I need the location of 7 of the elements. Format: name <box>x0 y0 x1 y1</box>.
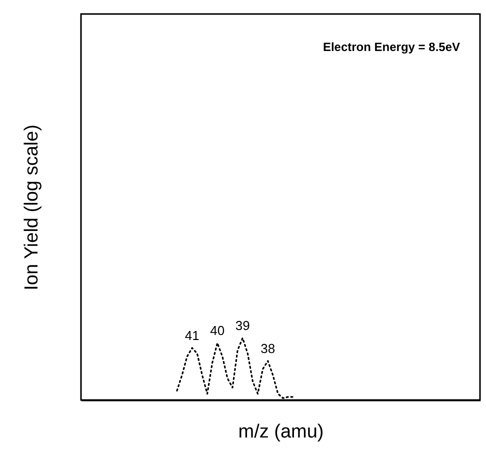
annotation: 40 <box>210 322 225 338</box>
text: Electron Energy = 8.5eV <box>322 40 460 54</box>
y-axis-title: Ion Yield (log scale) <box>22 124 42 290</box>
annotation: 39 <box>235 318 250 333</box>
annotation: 38 <box>260 340 276 356</box>
x-axis-title: m/z (amu) <box>238 422 324 442</box>
annotation: 41 <box>184 328 200 343</box>
